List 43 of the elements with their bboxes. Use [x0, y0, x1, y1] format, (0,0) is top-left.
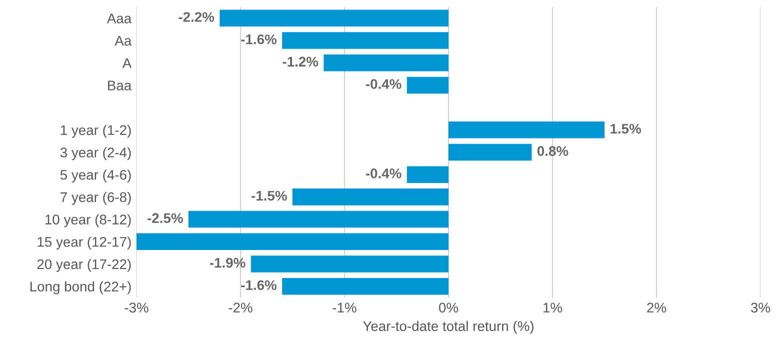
data-label: -2.5%	[148, 213, 183, 224]
data-label: 1.5%	[610, 124, 641, 134]
bar	[282, 278, 448, 295]
data-label: 0.8%	[537, 146, 568, 156]
data-label: -1.5%	[252, 190, 287, 201]
x-tick-label: 2%	[647, 302, 666, 313]
y-tick-label: 5 year (4-6)	[60, 170, 131, 183]
x-tick-label: 1%	[544, 302, 562, 313]
data-label: -1.9%	[210, 258, 246, 268]
data-label: -1.2%	[282, 56, 318, 67]
y-tick-label: 3 year (2-4)	[60, 147, 131, 160]
y-tick-label: 7 year (6-8)	[60, 192, 131, 205]
bar	[406, 166, 448, 183]
y-tick-label: Aa	[114, 36, 132, 46]
bar	[448, 122, 604, 138]
bar	[292, 188, 448, 206]
data-label: -0.4%	[366, 168, 402, 178]
bar	[282, 32, 448, 49]
x-tick-label: -1%	[332, 302, 356, 313]
y-tick-label: 20 year (17-22)	[37, 258, 131, 272]
y-tick-label: Baa	[108, 80, 132, 90]
x-axis-title: Year-to-date total return (%)	[362, 320, 534, 334]
bar	[448, 144, 532, 161]
bar	[136, 233, 448, 250]
data-label: -2.2%	[178, 12, 214, 22]
y-tick-label: 15 year (12-17)	[38, 236, 131, 250]
y-tick-label: Long bond (22+)	[30, 281, 131, 294]
bar	[220, 10, 448, 27]
bar	[406, 76, 448, 94]
x-tick-label: 3%	[750, 302, 770, 313]
x-tick-label: 0%	[439, 302, 458, 313]
bar	[250, 256, 448, 272]
y-tick-label: A	[122, 58, 132, 68]
data-label: -1.6%	[241, 280, 277, 290]
bar	[188, 210, 448, 228]
x-tick-label: -2%	[228, 302, 252, 313]
bar	[324, 54, 448, 72]
x-tick-label: -3%	[124, 302, 148, 313]
y-tick-label: 1 year (1-2)	[60, 124, 131, 138]
y-tick-label: Aaa	[106, 14, 132, 24]
data-label: -1.6%	[241, 34, 277, 44]
y-tick-label: 10 year (8-12)	[45, 214, 131, 228]
data-label: -0.4%	[366, 79, 402, 89]
